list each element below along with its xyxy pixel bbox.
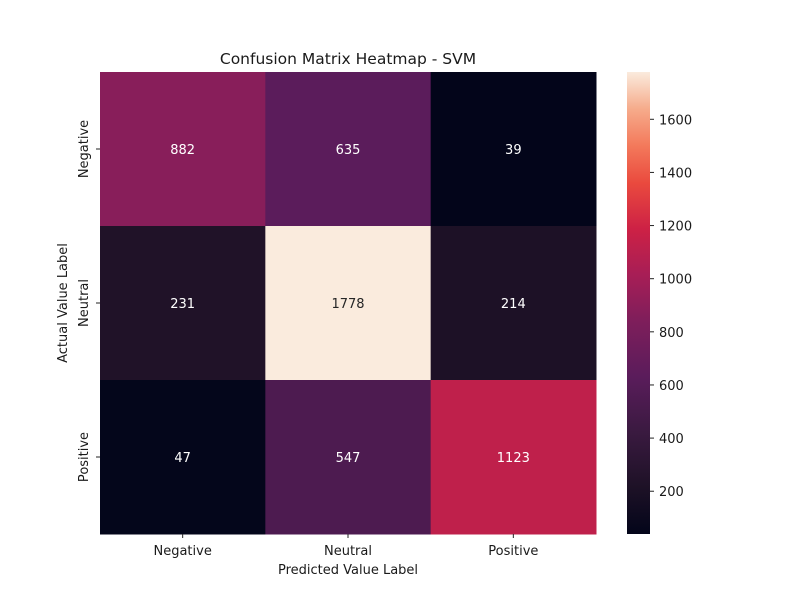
heatmap-cell — [430, 380, 597, 535]
cell-value-label: 214 — [501, 297, 526, 312]
heatmap-cell — [265, 226, 432, 381]
cell-value-label: 1123 — [497, 451, 530, 466]
y-tick-label: Negative — [77, 120, 92, 178]
x-tick-label: Negative — [153, 544, 211, 559]
heatmap-cell — [100, 226, 266, 381]
y-axis-ticks: Negative Neutral Positive — [77, 120, 100, 482]
y-tick-label: Positive — [77, 432, 92, 482]
colorbar-tick-label: 1400 — [659, 166, 692, 181]
y-tick-label: Neutral — [77, 279, 92, 327]
colorbar-ticks: 200 400 600 800 1000 1200 1400 1600 — [650, 113, 692, 500]
cell-value-label: 47 — [174, 451, 191, 466]
heatmap-cell — [430, 226, 597, 381]
x-tick-label: Neutral — [324, 544, 372, 559]
heatmap-cell — [100, 72, 266, 227]
cell-value-label: 1778 — [331, 297, 364, 312]
x-axis-ticks: Negative Neutral Positive — [153, 534, 538, 559]
colorbar-tick-label: 600 — [659, 379, 684, 394]
colorbar — [627, 72, 650, 534]
colorbar-tick-label: 1200 — [659, 220, 692, 235]
cell-value-label: 635 — [336, 143, 361, 158]
colorbar-tick-label: 200 — [659, 485, 684, 500]
colorbar-tick-label: 1600 — [659, 113, 692, 128]
cell-value-label: 547 — [336, 451, 361, 466]
x-axis-label: Predicted Value Label — [278, 563, 418, 578]
x-tick-label: Positive — [488, 544, 538, 559]
cell-value-labels: 882 635 39 231 1778 214 47 547 1123 — [170, 143, 530, 466]
heatmap-cell — [100, 380, 266, 535]
heatmap-cell — [265, 72, 432, 227]
heatmap-cells — [100, 72, 597, 535]
colorbar-tick-label: 800 — [659, 326, 684, 341]
chart-title: Confusion Matrix Heatmap - SVM — [220, 50, 476, 68]
heatmap-cell — [430, 72, 597, 227]
cell-value-label: 882 — [170, 143, 195, 158]
cell-value-label: 39 — [505, 143, 522, 158]
y-axis-label: Actual Value Label — [56, 243, 71, 363]
heatmap-cell — [265, 380, 432, 535]
colorbar-tick-label: 400 — [659, 432, 684, 447]
colorbar-tick-label: 1000 — [659, 273, 692, 288]
cell-value-label: 231 — [170, 297, 195, 312]
